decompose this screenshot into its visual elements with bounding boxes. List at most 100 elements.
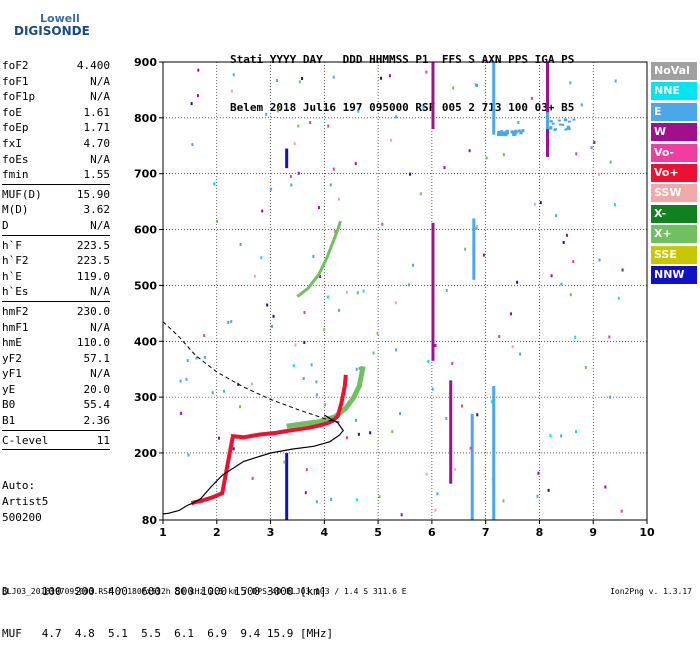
echo-dot (292, 364, 295, 368)
echo-dot (569, 81, 572, 85)
echo-dot (490, 400, 493, 404)
echo-dot (186, 359, 189, 363)
echo-dot (565, 127, 569, 130)
echo-dot (323, 328, 326, 332)
param-name: M(D) (2, 203, 29, 217)
version-footer: Ion2Png v. 1.3.17 (610, 587, 692, 596)
param-row: h`F 223.5 (2, 238, 110, 254)
echo-dot (498, 335, 501, 339)
echo-dot (549, 127, 553, 130)
param-name: yE (2, 382, 16, 396)
param-value: 4.400 (76, 59, 110, 72)
param-value: 4.70 (83, 136, 111, 150)
legend-item: NoVal (651, 62, 697, 80)
echo-dot (609, 395, 612, 399)
echo-dot (614, 203, 617, 207)
param-value: 230.0 (76, 304, 110, 318)
echo-dot (485, 156, 488, 160)
param-value: 20.0 (83, 382, 111, 396)
echo-dot (315, 380, 318, 384)
echo-dot (190, 102, 193, 106)
legend-item: X+ (651, 225, 697, 244)
echo-dot (476, 83, 479, 87)
echo-dot (499, 132, 503, 136)
echo-dot (378, 495, 381, 499)
param-name: h`F2 (2, 254, 29, 268)
echo-dot (187, 453, 190, 457)
electron-density-profile (162, 414, 344, 515)
param-value: 3.62 (83, 203, 111, 217)
separator (2, 449, 110, 451)
echo-dot (297, 124, 300, 128)
echo-dot (609, 160, 612, 164)
legend-item: X- (651, 204, 697, 223)
x-tick-label: 6 (428, 526, 436, 539)
echo-dot (389, 138, 392, 142)
echo-dot (555, 214, 558, 218)
param-row: hmF1 N/A (2, 320, 110, 336)
echo-dot (436, 492, 439, 496)
echo-dot (391, 430, 394, 434)
x-tick-label: 9 (589, 526, 597, 539)
param-name: B1 (2, 414, 16, 428)
echo-dot (468, 149, 471, 153)
echo-dot (550, 274, 553, 278)
echo-dot (356, 291, 359, 295)
echo-dot (270, 187, 273, 191)
param-value: 223.5 (76, 238, 110, 252)
echo-dot (565, 233, 568, 237)
echo-dot (239, 242, 242, 246)
param-row: hmE 110.0 (2, 335, 110, 351)
params-group-confidence: C-level 11 (2, 433, 110, 449)
echo-dot (330, 497, 333, 501)
param-name: hmF1 (2, 320, 29, 334)
echo-dot (621, 268, 624, 272)
echo-dot (516, 280, 519, 284)
echo-dot (211, 391, 214, 395)
param-name: B0 (2, 398, 16, 412)
param-value: 1.71 (83, 121, 111, 135)
param-row: foF1 N/A (2, 74, 110, 90)
w-trace (546, 62, 550, 157)
echo-dot (329, 183, 332, 187)
echo-dot (301, 76, 304, 80)
logo-text-bottom: DIGISONDE (14, 24, 90, 38)
plot-grid (163, 62, 647, 520)
echo-dot (604, 485, 607, 489)
x-tick-label: 8 (536, 526, 544, 539)
echo-dot (496, 133, 500, 137)
echo-dot (298, 80, 301, 84)
nnw-trace (285, 452, 289, 520)
echo-dot (567, 128, 571, 131)
param-name: MUF(D) (2, 187, 42, 201)
echo-dot (260, 256, 263, 260)
param-value: 15.90 (76, 187, 110, 201)
w-trace (431, 222, 435, 361)
echo-dot (482, 253, 485, 257)
param-name: hmE (2, 336, 22, 350)
param-name: foEs (2, 152, 29, 166)
autoscaling-info: Auto: Artist5 500200 (2, 478, 48, 526)
param-value: 55.4 (83, 398, 111, 412)
separator (2, 300, 110, 302)
param-name: foF1 (2, 74, 29, 88)
echo-dot (302, 377, 305, 381)
echo-dot (497, 130, 501, 134)
echo-dot (434, 343, 437, 347)
param-row: foF2 4.400 (2, 58, 110, 74)
y-tick-label: 80 (142, 514, 158, 527)
digisonde-logo: Lowell DIGISONDE (0, 2, 90, 52)
legend-item: NNE (651, 82, 697, 101)
x-trace-upper (296, 220, 342, 298)
echo-dot (572, 118, 576, 121)
parameters-table: foF2 4.400 foF1 N/A foF1p N/A foE 1.61 foEp 1.71 f… (2, 58, 110, 452)
echo-dot (304, 491, 307, 495)
echo-dot (400, 513, 403, 517)
echo-dot (253, 274, 256, 278)
echo-dot (561, 123, 565, 126)
muf-row: MUF 4.7 4.8 5.1 5.5 6.1 6.9 9.4 15.9 [MH… (2, 627, 334, 640)
echo-dot (519, 352, 522, 356)
echo-dot (216, 219, 219, 223)
echo-dot (338, 197, 341, 201)
echo-dot (345, 290, 348, 294)
